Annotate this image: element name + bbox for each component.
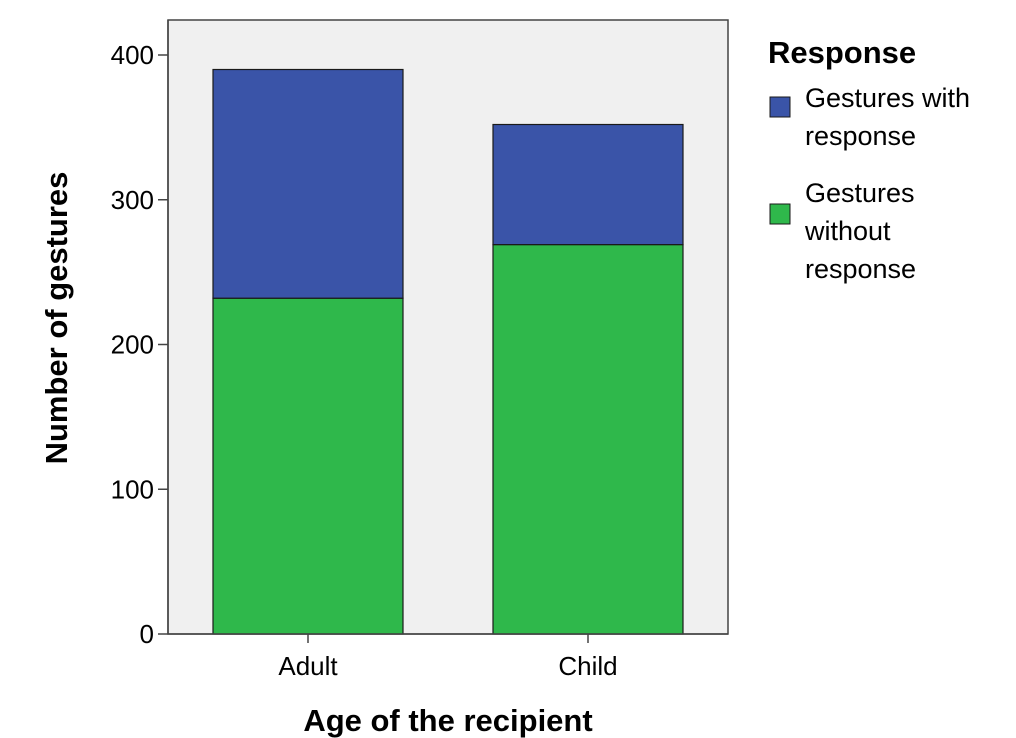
x-tick-label: Child (558, 651, 617, 681)
legend-entry-label: response (805, 254, 916, 284)
y-axis: 0 100 200 300 400 (111, 20, 169, 649)
x-tick-label: Adult (278, 651, 338, 681)
legend-entry-label: without (804, 216, 891, 246)
x-axis: Adult Child (168, 633, 728, 681)
y-tick-label: 400 (111, 40, 154, 70)
bar-adult-series-1 (212, 68, 404, 299)
y-tick-label: 300 (111, 185, 154, 215)
y-tick-label: 100 (111, 474, 154, 504)
bar-child-series-0 (492, 244, 684, 635)
x-axis-title: Age of the recipient (303, 703, 592, 738)
y-axis-title: Number of gestures (39, 172, 74, 465)
legend-title: Response (768, 35, 916, 70)
legend: Response Gestures with response Gestures wi… (768, 35, 970, 284)
legend-swatch (769, 203, 791, 225)
legend-swatch (769, 96, 791, 118)
y-tick-label: 200 (111, 330, 154, 360)
bar-adult-series-0 (212, 297, 404, 635)
bars-group (212, 68, 684, 635)
y-tick-label: 0 (140, 619, 154, 649)
legend-entry-label: Gestures with (805, 83, 970, 113)
legend-entry-label: response (805, 121, 916, 151)
legend-entry-label: Gestures (805, 178, 915, 208)
bar-child-series-1 (492, 123, 684, 246)
